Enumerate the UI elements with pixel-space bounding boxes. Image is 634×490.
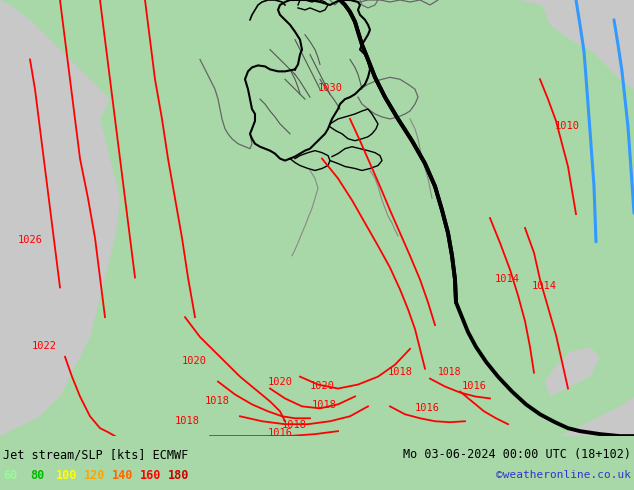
- Text: 160: 160: [139, 469, 161, 482]
- Text: 1018: 1018: [205, 396, 230, 406]
- Text: 1010: 1010: [555, 121, 580, 131]
- Text: 1018: 1018: [388, 367, 413, 377]
- Text: 180: 180: [167, 469, 189, 482]
- Text: 1018: 1018: [312, 400, 337, 410]
- Polygon shape: [0, 119, 120, 436]
- Text: 1018: 1018: [438, 367, 462, 377]
- Text: 1026: 1026: [18, 235, 43, 245]
- Text: 1020: 1020: [182, 356, 207, 366]
- Polygon shape: [440, 0, 634, 30]
- Text: 1030: 1030: [318, 83, 343, 93]
- Text: ©weatheronline.co.uk: ©weatheronline.co.uk: [496, 470, 631, 480]
- Polygon shape: [560, 396, 634, 436]
- Text: 1020: 1020: [310, 381, 335, 391]
- Text: 1016: 1016: [462, 381, 487, 391]
- Bar: [0, 436, 634, 490]
- Text: 1020: 1020: [268, 376, 293, 387]
- Text: 1016: 1016: [415, 403, 440, 414]
- Text: 100: 100: [56, 469, 77, 482]
- Text: Mo 03-06-2024 00:00 UTC (18+102): Mo 03-06-2024 00:00 UTC (18+102): [403, 448, 631, 461]
- Text: 1014: 1014: [532, 281, 557, 292]
- Text: 80: 80: [30, 469, 44, 482]
- Polygon shape: [0, 0, 110, 159]
- Text: 1022: 1022: [32, 341, 57, 351]
- Text: 1018: 1018: [282, 420, 307, 430]
- Text: 1016: 1016: [268, 428, 293, 438]
- Text: Jet stream/SLP [kts] ECMWF: Jet stream/SLP [kts] ECMWF: [3, 448, 188, 461]
- Text: 1018: 1018: [175, 416, 200, 426]
- Polygon shape: [540, 0, 634, 89]
- Text: 120: 120: [84, 469, 105, 482]
- Text: 1014: 1014: [495, 274, 520, 285]
- Polygon shape: [545, 347, 600, 396]
- Text: 60: 60: [3, 469, 17, 482]
- Text: 140: 140: [112, 469, 133, 482]
